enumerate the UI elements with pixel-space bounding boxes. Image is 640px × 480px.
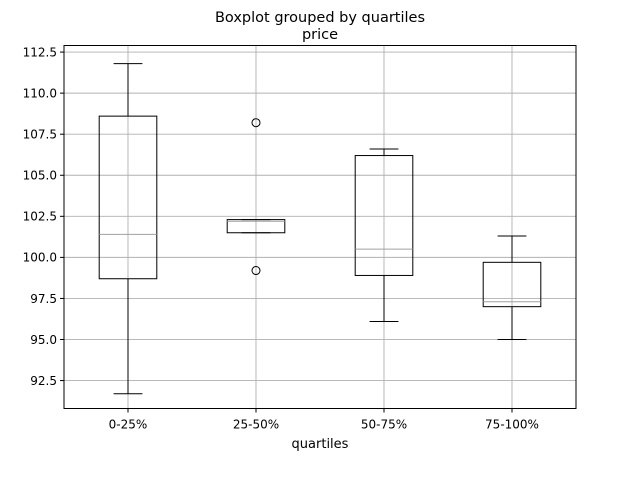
y-tick-label: 102.5 bbox=[23, 210, 57, 224]
chart-subtitle: price bbox=[302, 27, 338, 43]
chart-title: Boxplot grouped by quartiles bbox=[215, 10, 425, 26]
y-tick-label: 107.5 bbox=[23, 127, 57, 141]
iqr-box bbox=[354, 155, 414, 276]
y-tick-label: 95.0 bbox=[30, 333, 57, 347]
x-tick-label: 50-75% bbox=[361, 418, 407, 432]
y-tick-label: 100.0 bbox=[23, 251, 57, 265]
box-25-50% bbox=[226, 118, 286, 276]
y-tick-label: 105.0 bbox=[23, 169, 57, 183]
box-75-100% bbox=[482, 235, 542, 341]
plot-frame bbox=[63, 45, 577, 409]
y-tick-label: 92.5 bbox=[30, 374, 57, 388]
y-tick-label: 112.5 bbox=[23, 45, 57, 59]
outlier-point bbox=[251, 118, 261, 128]
x-tick-label: 25-50% bbox=[233, 418, 279, 432]
y-tick-label: 110.0 bbox=[23, 86, 57, 100]
box-layer bbox=[98, 63, 542, 395]
x-tick-label: 0-25% bbox=[109, 418, 148, 432]
box-0-25% bbox=[98, 63, 158, 395]
iqr-box bbox=[482, 261, 542, 308]
y-tick-label: 97.5 bbox=[30, 292, 57, 306]
outlier-point bbox=[251, 266, 261, 276]
x-tick-label: 75-100% bbox=[485, 418, 539, 432]
x-axis-ticks: 0-25% 25-50% 50-75% 75-100% bbox=[109, 408, 539, 432]
x-axis-label: quartiles bbox=[292, 437, 349, 452]
y-axis-ticks: 92.5 95.0 97.5 100.0 102.5 105.0 107.5 110.0 112… bbox=[23, 45, 64, 388]
box-50-75% bbox=[354, 148, 414, 322]
iqr-box bbox=[98, 115, 158, 280]
grid-lines bbox=[64, 45, 576, 409]
iqr-box bbox=[226, 219, 286, 234]
